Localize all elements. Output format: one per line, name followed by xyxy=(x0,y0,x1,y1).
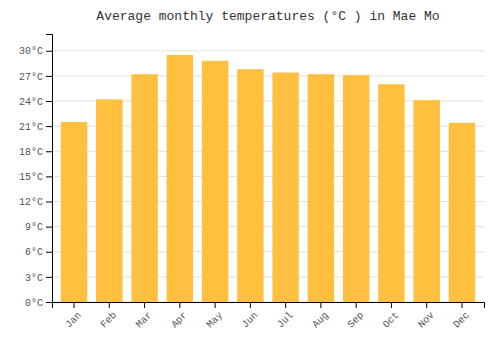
plot: 0°C 3°C 6°C 9°C 12°C 15°C 18°C 21°C 24°C 27°C 30°C… xyxy=(19,35,485,331)
tick: 9°C xyxy=(25,222,52,233)
grid xyxy=(52,51,484,302)
chart: 0°C 3°C 6°C 9°C 12°C 15°C 18°C 21°C 24°C 27°C 30°C… xyxy=(0,0,500,350)
tick-mark xyxy=(46,76,52,77)
tick-mark xyxy=(46,51,52,52)
tick: Jan xyxy=(63,302,84,330)
tick-label: 12°C xyxy=(19,197,43,208)
bars xyxy=(61,55,475,302)
tick: Mar xyxy=(134,302,155,330)
tick-label: Feb xyxy=(99,310,120,331)
tick-mark xyxy=(109,302,110,308)
tick-label: 3°C xyxy=(25,273,43,284)
bar xyxy=(449,123,475,302)
tick-mark xyxy=(391,302,392,308)
tick: May xyxy=(204,302,225,330)
tick-label: Oct xyxy=(381,310,402,331)
tick-mark xyxy=(46,252,52,253)
tick: Nov xyxy=(416,302,437,330)
tick-label: Nov xyxy=(416,310,437,331)
bar xyxy=(378,84,404,302)
tick: 21°C xyxy=(19,122,52,133)
tick-mark xyxy=(179,302,180,308)
tick-label: 18°C xyxy=(19,147,43,158)
bar xyxy=(96,99,122,302)
tick-mark xyxy=(144,302,145,308)
bar xyxy=(61,122,87,302)
tick-mark xyxy=(250,302,251,308)
tick-label: 21°C xyxy=(19,122,43,133)
axis-line xyxy=(53,303,485,309)
tick-mark xyxy=(46,176,52,177)
tick-label: 30°C xyxy=(19,46,43,57)
x-axis: Jan Feb Mar Apr May Jun Jul Aug Sep Oct Nov Dec xyxy=(53,302,485,330)
tick: 0°C xyxy=(25,298,52,309)
tick-label: Jun xyxy=(240,310,261,331)
tick: 6°C xyxy=(25,247,52,258)
tick: 15°C xyxy=(19,172,52,183)
bar xyxy=(308,74,334,302)
tick: Dec xyxy=(451,302,472,330)
tick-mark xyxy=(74,302,75,308)
tick: 30°C xyxy=(19,46,52,57)
tick-mark xyxy=(285,302,286,308)
tick-mark xyxy=(356,302,357,308)
tick-mark xyxy=(46,101,52,102)
tick-label: Jul xyxy=(275,310,296,331)
grid-line xyxy=(52,50,484,51)
title: Average monthly temperatures (°C ) in Ma… xyxy=(96,9,439,24)
tick-mark xyxy=(215,302,216,308)
tick: Sep xyxy=(346,302,367,330)
tick-label: 0°C xyxy=(25,298,43,309)
tick-label: Apr xyxy=(169,310,190,331)
tick-label: 15°C xyxy=(19,172,43,183)
tick: 12°C xyxy=(19,197,52,208)
tick-mark xyxy=(46,151,52,152)
tick-mark xyxy=(46,277,52,278)
bar xyxy=(131,74,157,302)
tick-mark xyxy=(461,302,462,308)
tick-label: Jan xyxy=(63,310,84,331)
tick-label: Sep xyxy=(346,310,367,331)
tick-label: 24°C xyxy=(19,97,43,108)
tick: Jun xyxy=(240,302,261,330)
bar xyxy=(413,100,439,302)
tick-mark xyxy=(426,302,427,308)
tick: 24°C xyxy=(19,97,52,108)
tick-mark xyxy=(46,202,52,203)
bar xyxy=(343,75,369,302)
tick-label: Mar xyxy=(134,310,155,331)
tick: Jul xyxy=(275,302,296,330)
tick-mark xyxy=(320,302,321,308)
tick-label: 27°C xyxy=(19,72,43,83)
tick-mark xyxy=(46,126,52,127)
bar xyxy=(237,69,263,302)
tick: Feb xyxy=(99,302,120,330)
tick-mark xyxy=(46,227,52,228)
tick: Oct xyxy=(381,302,402,330)
bar xyxy=(272,73,298,302)
bar xyxy=(202,61,228,302)
grid-line xyxy=(52,75,484,76)
tick-mark xyxy=(46,302,52,303)
tick: 18°C xyxy=(19,147,52,158)
y-axis: 0°C 3°C 6°C 9°C 12°C 15°C 18°C 21°C 24°C 27°C 30°C xyxy=(19,35,53,309)
tick-label: 9°C xyxy=(25,222,43,233)
tick: 3°C xyxy=(25,273,52,284)
bar xyxy=(167,55,193,302)
tick: 27°C xyxy=(19,72,52,83)
tick-label: 6°C xyxy=(25,247,43,258)
tick-label: May xyxy=(204,310,225,331)
tick-label: Dec xyxy=(451,310,472,331)
tick: Apr xyxy=(169,302,190,330)
axis-line xyxy=(46,35,53,303)
tick-label: Aug xyxy=(310,310,331,331)
tick: Aug xyxy=(310,302,331,330)
